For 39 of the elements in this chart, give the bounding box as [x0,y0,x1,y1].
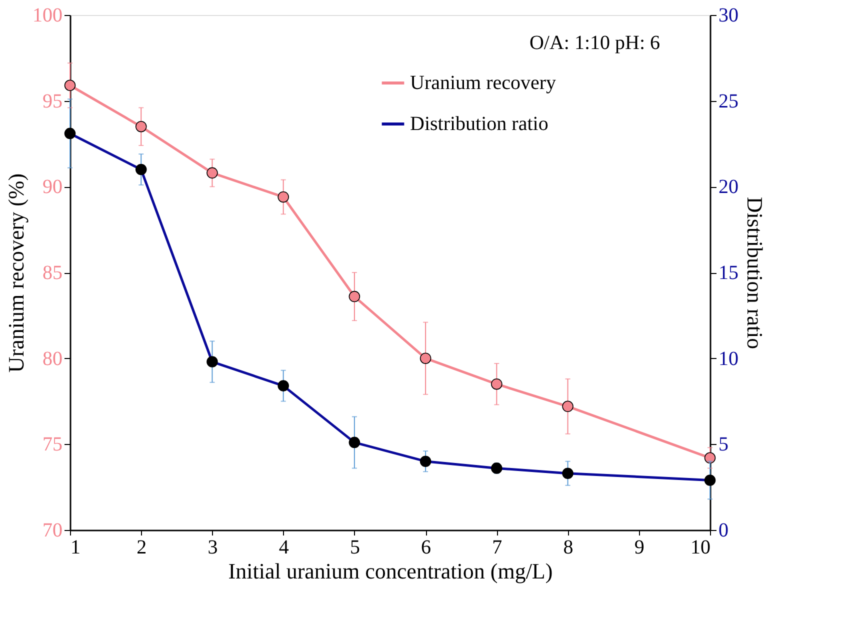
x-tick-label: 8 [563,536,574,558]
y-axis-title: Uranium recovery (%) [4,173,28,373]
point [135,120,147,132]
y-tick-label: 100 [32,4,62,26]
point [64,80,76,92]
y2-tick-label: 5 [718,434,728,456]
annotation: O/A: 1:10 pH: 6 [529,32,660,54]
y2-tick-label: 0 [718,520,728,542]
x-tick-label: 7 [492,536,502,558]
y2-tick-label: 25 [718,90,738,112]
x-tick-label: 2 [136,536,147,558]
x-tick-label: 9 [634,536,644,558]
x-tick-label: 10 [690,536,710,558]
point [491,378,502,390]
point [348,290,360,302]
point [704,452,716,464]
point [278,191,289,203]
y-tick-label: 80 [42,348,62,370]
y2-tick-label: 30 [718,4,738,26]
x-tick-label: 5 [350,536,360,558]
y-tick-label: 70 [42,520,62,542]
y-tick-label: 95 [42,90,62,112]
x-tick-label: 4 [278,536,289,558]
y-tick-label: 90 [42,176,62,198]
legend-label: Uranium recovery [410,72,556,94]
point [206,167,218,179]
x-tick-label: 3 [208,536,218,558]
x-axis-title: Initial uranium concentration (mg/L) [228,558,553,584]
y2-axis-title: Distribution ratio [742,196,768,350]
x-tick-label: 1 [70,536,80,558]
y-tick-label: 85 [42,262,62,284]
legend-label: Distribution ratio [410,113,548,135]
point [420,352,432,364]
y2-tick-label: 20 [718,176,738,198]
x-tick-label: 6 [421,536,432,558]
y2-tick-label: 10 [718,348,738,370]
y2-tick-label: 15 [718,262,738,284]
point [562,400,574,412]
y-tick-label: 75 [42,434,62,456]
